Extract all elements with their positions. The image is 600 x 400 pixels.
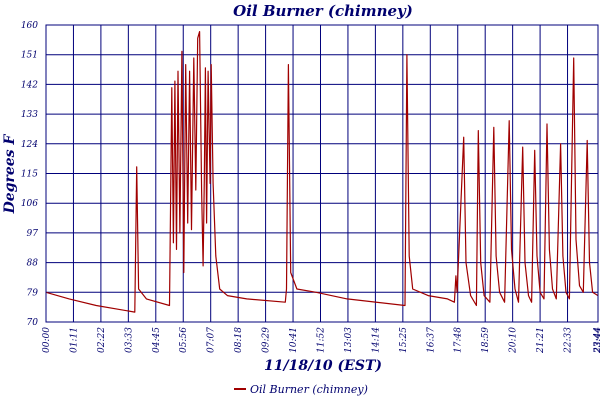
- legend[interactable]: Oil Burner (chimney): [234, 383, 368, 396]
- series-layer: [45, 31, 599, 313]
- x-tick-label: 00:00: [42, 327, 52, 353]
- x-tick-label: 04:45: [152, 327, 162, 353]
- y-tick-label: 133: [21, 110, 38, 120]
- grid: [45, 24, 598, 323]
- x-axis-ticks: 00:00 01:11 02:22 03:33 04:45 05:56 07:07 08:18…: [42, 327, 600, 354]
- x-tick-label: 16:37: [426, 327, 436, 353]
- y-tick-label: 160: [21, 21, 38, 31]
- x-tick-label: 02:22: [97, 327, 107, 353]
- x-tick-label: 15:25: [399, 327, 409, 353]
- legend-label: Oil Burner (chimney): [250, 383, 368, 396]
- x-tick-label: 05:56: [179, 327, 189, 353]
- series-line-0: [45, 31, 599, 313]
- y-tick-label: 142: [21, 80, 38, 90]
- x-tick-label: 07:07: [207, 327, 217, 353]
- y-tick-label: 124: [21, 140, 38, 150]
- y-tick-label: 151: [21, 51, 38, 61]
- chart-title: Oil Burner (chimney): [233, 2, 413, 20]
- x-tick-label: 08:18: [234, 327, 244, 353]
- x-tick-label: 20:10: [509, 327, 519, 354]
- y-axis-title: Degrees F: [2, 134, 18, 215]
- x-tick-label: 17:48: [454, 327, 464, 353]
- x-tick-label: 13:03: [344, 327, 354, 353]
- y-axis-ticks: 70 79 88 97 106 115 124 133 142 151 160: [21, 21, 38, 328]
- x-tick-label: 11:52: [316, 327, 326, 353]
- plot-frame: [45, 24, 599, 323]
- y-tick-label: 97: [27, 229, 39, 239]
- x-tick-label: 23:44: [593, 327, 600, 354]
- y-tick-label: 88: [27, 259, 39, 269]
- x-axis-title: 11/18/10 (EST): [264, 358, 382, 374]
- y-tick-label: 106: [21, 199, 38, 209]
- x-tick-label: 18:59: [481, 327, 491, 353]
- x-tick-label: 01:11: [69, 327, 79, 353]
- x-tick-label: 10:41: [289, 327, 299, 353]
- x-tick-label: 21:21: [536, 327, 546, 354]
- y-tick-label: 70: [27, 318, 39, 328]
- x-tick-label: 22:33: [564, 327, 574, 354]
- x-tick-label: 09:29: [262, 327, 272, 353]
- y-tick-label: 79: [27, 288, 39, 298]
- y-tick-label: 115: [21, 170, 38, 180]
- x-tick-label: 03:33: [124, 327, 134, 353]
- x-tick-label: 14:14: [371, 327, 381, 353]
- x-tick-label: 23:44: [594, 327, 600, 354]
